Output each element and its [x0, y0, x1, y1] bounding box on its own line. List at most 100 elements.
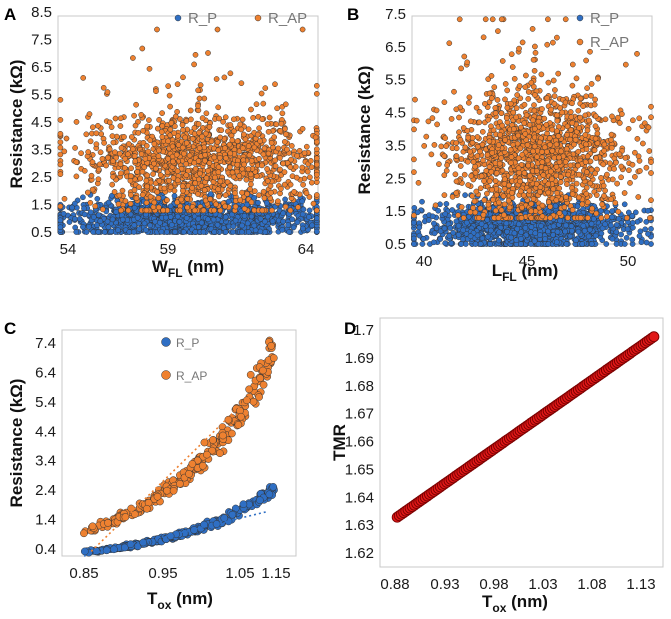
data-point [441, 99, 448, 106]
data-point [501, 201, 508, 208]
data-point [121, 134, 127, 140]
data-point [159, 123, 166, 129]
data-point [593, 155, 599, 161]
data-point [456, 114, 462, 121]
data-point [477, 241, 484, 247]
data-point [469, 193, 476, 199]
data-point [645, 207, 651, 214]
data-point [196, 145, 203, 151]
data-point [248, 213, 255, 220]
data-point [184, 196, 191, 202]
data-point [192, 51, 199, 58]
data-point [446, 232, 453, 239]
data-point [60, 210, 67, 217]
data-point [232, 217, 239, 224]
data-point [291, 188, 297, 195]
data-point [57, 96, 64, 103]
data-point [460, 236, 466, 243]
data-point [230, 223, 237, 230]
data-point [460, 227, 467, 234]
data-point [460, 215, 467, 221]
data-point [197, 82, 204, 88]
data-point [564, 215, 571, 221]
data-point [531, 67, 538, 74]
data-point [117, 161, 124, 168]
data-point [313, 215, 320, 222]
data-point [167, 103, 173, 110]
data-point [280, 160, 286, 167]
data-point [279, 110, 286, 117]
data-point [57, 117, 64, 123]
data-point [463, 219, 470, 226]
data-point [638, 239, 645, 246]
data-point [300, 225, 306, 232]
data-point [81, 211, 88, 218]
data-point [518, 235, 524, 242]
y-tick-label: 5.5 [385, 72, 406, 89]
data-point [78, 150, 84, 157]
data-point [598, 230, 605, 237]
data-point [442, 240, 449, 246]
data-point [496, 229, 502, 236]
data-point [281, 138, 288, 145]
data-point [245, 166, 252, 172]
data-point [131, 222, 138, 229]
data-point [525, 96, 532, 102]
data-point [239, 116, 246, 123]
data-point [265, 150, 272, 157]
data-point [306, 207, 313, 214]
data-point [112, 149, 118, 156]
data-point [575, 148, 582, 155]
data-point [122, 198, 129, 204]
data-point [579, 241, 586, 247]
data-point [636, 115, 643, 122]
data-point [110, 158, 116, 164]
data-point [604, 213, 610, 220]
data-point [248, 199, 255, 206]
data-point [181, 150, 187, 157]
data-point [303, 143, 310, 150]
data-point [268, 189, 274, 196]
data-point [116, 192, 123, 199]
data-point [299, 198, 306, 205]
data-point [431, 220, 437, 227]
data-point [557, 217, 564, 224]
data-point [167, 184, 174, 191]
data-point [159, 110, 165, 116]
data-point [158, 228, 165, 235]
data-point [57, 224, 64, 231]
y-tick-label: 2.5 [31, 169, 52, 186]
data-point [200, 229, 207, 235]
data-point [411, 126, 417, 133]
data-point [246, 152, 253, 159]
data-point [287, 181, 294, 188]
data-point [265, 128, 272, 135]
data-point [97, 149, 104, 156]
data-point [138, 151, 145, 157]
y-tick-label: 4.5 [31, 114, 52, 131]
series-R_AP [57, 26, 320, 214]
data-point [128, 192, 134, 198]
data-point [131, 112, 137, 119]
data-point [629, 236, 636, 243]
data-point [574, 203, 581, 210]
data-point [449, 207, 456, 213]
data-point [131, 187, 138, 193]
data-point [283, 131, 289, 138]
data-point [110, 173, 116, 180]
data-point [95, 122, 101, 129]
data-point [260, 100, 267, 107]
data-point [288, 143, 295, 149]
data-point [167, 214, 174, 220]
data-point [545, 16, 551, 23]
data-point [257, 215, 264, 222]
data-point [285, 222, 291, 228]
data-point [201, 95, 208, 102]
data-point [127, 200, 134, 207]
data-point [109, 133, 116, 139]
data-point [588, 220, 595, 227]
data-point [492, 178, 499, 184]
data-point [279, 227, 286, 233]
data-point [99, 155, 106, 162]
